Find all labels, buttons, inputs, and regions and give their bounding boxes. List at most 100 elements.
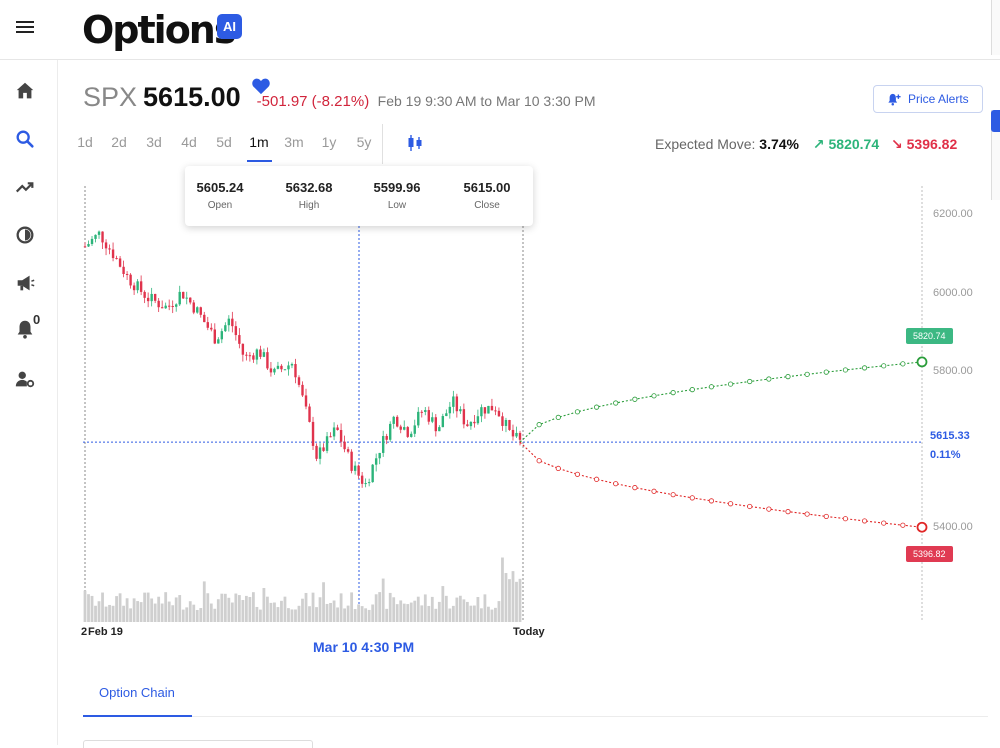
pie-icon[interactable] [14,224,36,246]
candle-body [153,293,157,301]
bell-icon[interactable] [14,318,36,340]
volume-bar [181,609,185,622]
volume-bar [339,593,343,622]
period-2d[interactable]: 2d [111,134,127,150]
candle-body [132,285,136,291]
search-icon[interactable] [14,128,36,150]
ticker-symbol: SPX [83,82,138,112]
megaphone-icon[interactable] [14,272,36,294]
user-settings-icon[interactable] [14,368,36,390]
volume-bar [125,598,129,622]
candle-body [473,421,476,424]
upper-projection-dot [651,393,657,399]
candle-body [353,465,357,471]
candle-body [234,326,238,336]
candle-body [231,318,234,327]
ohlc-open-value: 5605.24 [196,180,244,195]
candle-body [357,465,360,476]
volume-bar [244,595,248,622]
volume-bar [402,603,406,622]
candle-body [238,335,241,344]
volume-bar [518,578,522,622]
candle-body [385,436,388,440]
candle-body [206,322,209,328]
volume-bar [409,602,413,622]
period-1m[interactable]: 1m [249,134,269,150]
ohlc-low-value: 5599.96 [373,180,421,195]
active-tab-underline [83,715,192,717]
ohlc-open: 5605.24 Open [180,180,260,211]
candle-body [371,464,374,483]
candle-body [515,432,518,437]
home-icon[interactable] [14,80,36,102]
volume-bar [164,592,168,622]
volume-bar [129,608,133,622]
candle-body [224,325,227,332]
candle-body [241,343,245,355]
candle-body [185,297,188,299]
period-5y[interactable]: 5y [356,134,372,150]
candle-body [452,396,455,407]
volume-bar [230,602,234,622]
menu-icon[interactable] [16,18,34,34]
lower-projection-dot [747,503,753,510]
scrollbar-thumb[interactable] [991,110,1000,132]
candle-body [504,419,508,426]
candle-body [175,304,178,307]
volume-bar [434,608,438,622]
volume-bar [266,596,269,622]
candlestick-icon[interactable] [407,134,423,152]
candle-body [413,425,416,434]
candle-body [378,452,381,459]
tab-option-chain[interactable]: Option Chain [99,685,175,700]
upper-projection-dot [613,400,619,406]
volume-bar [251,592,255,622]
period-1y[interactable]: 1y [321,134,337,150]
candle-body [146,297,150,302]
price-alerts-button[interactable]: Price Alerts [873,85,983,113]
app-logo[interactable]: Options [82,8,236,52]
volume-bar [511,571,515,622]
price-alerts-label: Price Alerts [908,92,969,106]
ai-badge[interactable]: AI [217,14,242,39]
candle-body [399,426,402,430]
expected-up-number: 5820.74 [828,136,880,152]
volume-bar [171,605,175,622]
candle-body [139,281,143,292]
volume-bar [209,603,213,622]
candle-body [129,274,132,286]
candle-body [97,231,101,235]
volume-bar [188,601,192,622]
volume-bar [462,599,466,622]
volume-bar [413,600,417,622]
volume-bar [322,582,325,622]
volume-bar [227,597,231,622]
period-4d[interactable]: 4d [181,134,197,150]
volume-bar [350,592,354,622]
period-3m[interactable]: 3m [284,134,304,150]
volume-bar [216,599,220,622]
candle-body [438,427,441,432]
period-1d[interactable]: 1d [77,134,93,150]
scrollbar-top[interactable] [991,0,1000,55]
favorite-heart-icon[interactable] [251,77,271,95]
candle-body [329,436,332,438]
volume-bar [399,600,403,622]
upper-projection-dot [785,374,791,380]
period-5d[interactable]: 5d [216,134,232,150]
quote-header: SPX 5615.00 -501.97 (-8.21%) Feb 19 9:30 A… [83,82,596,118]
trending-icon[interactable] [14,176,36,198]
scrollbar-track[interactable] [991,110,1000,200]
volume-bar [259,609,262,622]
ohlc-low-label: Low [387,200,407,211]
candle-body [269,368,273,373]
volume-bar [357,604,361,622]
candle-body [508,419,511,430]
volume-bar [515,581,518,622]
upper-projection-tag: 5820.74 [906,328,953,344]
volume-bar [202,581,206,622]
volume-bar [385,608,389,622]
upper-projection-dot [842,367,849,373]
period-3d[interactable]: 3d [146,134,162,150]
